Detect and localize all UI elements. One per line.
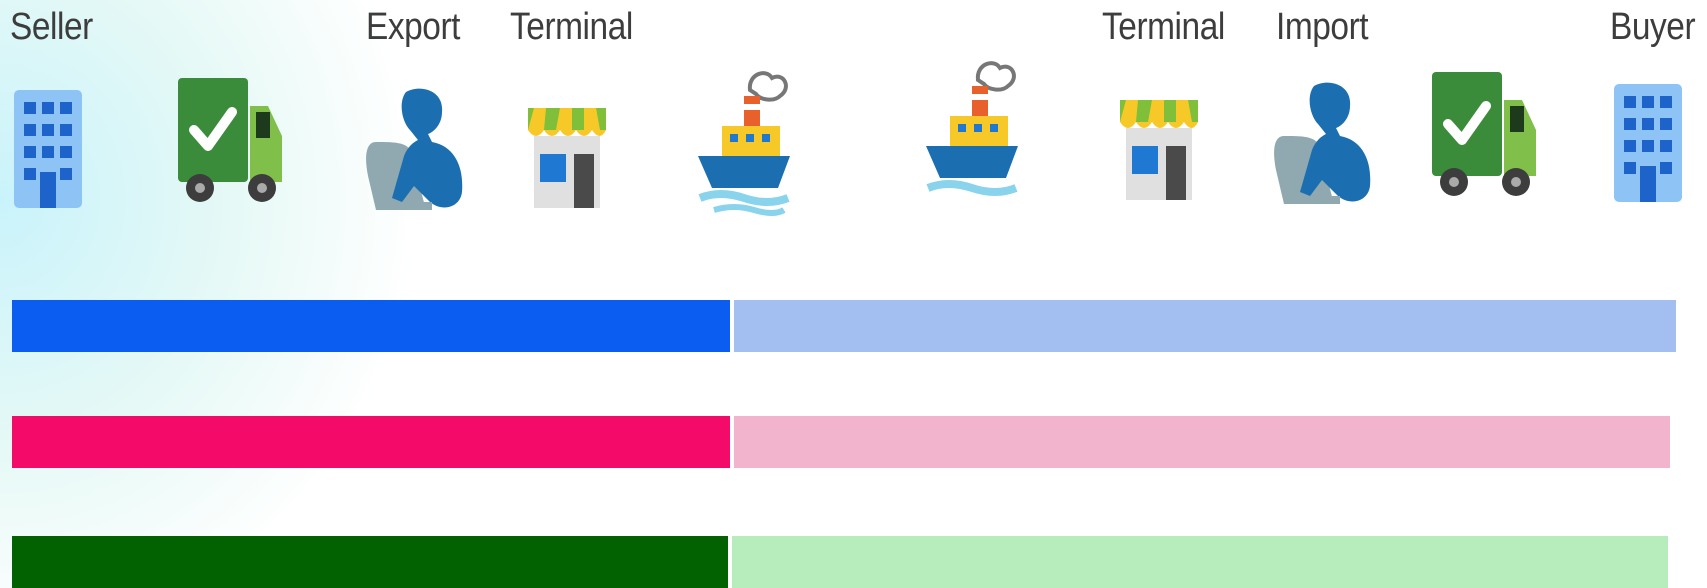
pink-bar-solid bbox=[12, 416, 730, 468]
terminal-store-icon bbox=[528, 108, 606, 208]
truck-icon bbox=[178, 78, 282, 202]
green-bar-light bbox=[732, 536, 1668, 588]
pink-bar-light bbox=[734, 416, 1670, 468]
customs-officer-icon bbox=[1274, 82, 1371, 204]
import-label: Import bbox=[1276, 6, 1369, 48]
export-label: Export bbox=[366, 6, 461, 48]
green-bar-solid bbox=[12, 536, 728, 588]
truck-icon bbox=[1432, 72, 1536, 196]
customs-officer-icon bbox=[366, 88, 463, 210]
building-icon bbox=[1614, 84, 1682, 202]
ship-icon bbox=[698, 71, 790, 216]
buyer-label: Buyer bbox=[1610, 6, 1696, 48]
terminal-store-icon bbox=[1120, 100, 1198, 200]
blue-bar-solid bbox=[12, 300, 730, 352]
building-icon bbox=[14, 90, 82, 208]
ship-icon bbox=[926, 61, 1018, 196]
seller-label: Seller bbox=[10, 6, 93, 48]
terminal-destination-label: Terminal bbox=[1102, 6, 1225, 48]
blue-bar-light bbox=[734, 300, 1676, 352]
terminal-origin-label: Terminal bbox=[510, 6, 633, 48]
